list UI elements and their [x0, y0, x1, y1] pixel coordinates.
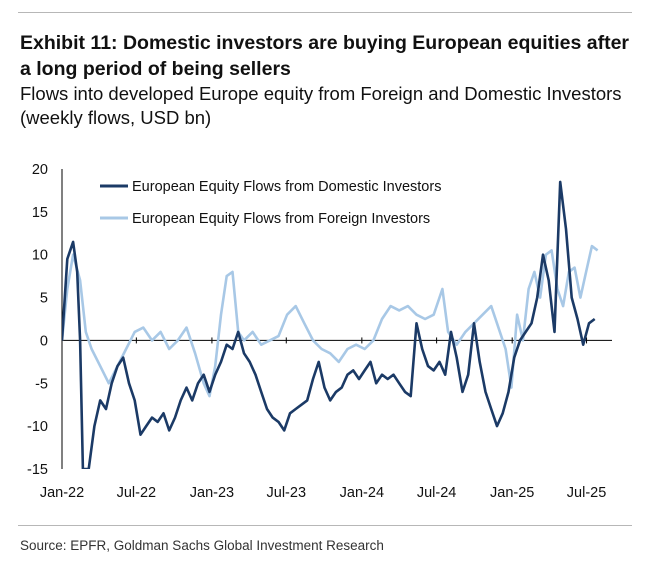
x-tick-label: Jul-23 [267, 485, 307, 501]
y-axis: 20 15 10 5 0 -5 -10 -15 [27, 162, 63, 478]
y-tick-label: 20 [32, 162, 48, 178]
y-tick-label: -5 [35, 376, 48, 392]
foreign-series-line [62, 244, 599, 398]
legend: European Equity Flows from Domestic Inve… [100, 179, 441, 227]
top-rule [18, 12, 632, 13]
y-tick-label: 10 [32, 248, 48, 264]
y-tick-label: -15 [27, 462, 48, 478]
x-tick-label: Jul-24 [417, 485, 457, 501]
series-lines [62, 180, 599, 469]
y-tick-label: 15 [32, 205, 48, 221]
legend-label-domestic: European Equity Flows from Domestic Inve… [132, 179, 441, 195]
x-tick-label: Jan-23 [190, 485, 234, 501]
page-title: Exhibit 11: Domestic investors are buyin… [20, 32, 630, 80]
y-tick-label: 5 [40, 291, 48, 307]
x-tick-label: Jan-24 [340, 485, 384, 501]
y-tick-label: 0 [40, 333, 48, 349]
x-tick-label: Jul-25 [567, 485, 607, 501]
domestic-series-line [62, 180, 596, 469]
x-axis: Jan-22 Jul-22 Jan-23 Jul-23 Jan-24 Jul-24 Jan-… [40, 337, 612, 501]
chart-subtitle: Flows into developed Europe equity from … [20, 83, 622, 128]
x-tick-label: Jul-22 [117, 485, 157, 501]
legend-label-foreign: European Equity Flows from Foreign Inves… [132, 211, 430, 227]
x-tick-label: Jan-22 [40, 485, 84, 501]
source-note: Source: EPFR, Goldman Sachs Global Inves… [20, 538, 384, 553]
x-tick-label: Jan-25 [490, 485, 534, 501]
y-tick-label: -10 [27, 419, 48, 435]
bottom-rule [18, 525, 632, 526]
